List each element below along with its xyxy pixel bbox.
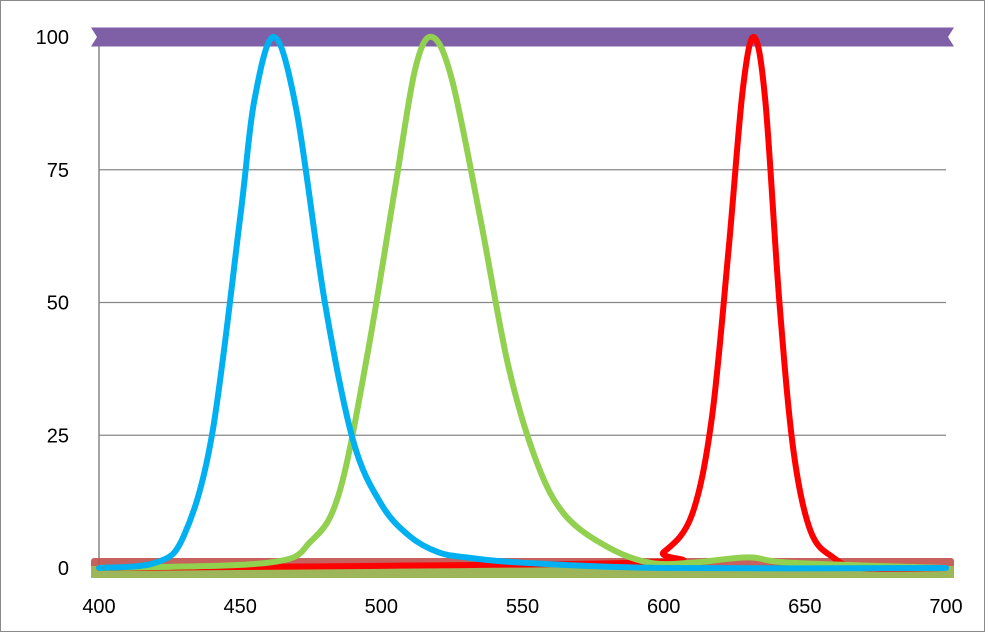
y-tick-label: 0 xyxy=(58,558,69,580)
x-tick-label: 550 xyxy=(506,596,539,618)
y-tick-label: 50 xyxy=(47,293,69,315)
x-tick-label: 700 xyxy=(929,596,962,618)
gridlines xyxy=(99,36,946,436)
x-tick-label: 650 xyxy=(788,596,821,618)
series-line-0 xyxy=(96,34,949,572)
x-tick-label: 600 xyxy=(647,596,680,618)
x-tick-label: 500 xyxy=(365,596,398,618)
series-lines xyxy=(96,33,949,572)
y-tick-label: 75 xyxy=(47,160,69,182)
y-tick-label: 100 xyxy=(36,27,69,49)
y-tick-label: 25 xyxy=(47,425,69,447)
series-line-1 xyxy=(96,33,949,571)
tick-labels: 0 25 50 75 100 400 450 500 550 600 650 700 xyxy=(36,27,963,618)
series-band-top xyxy=(91,27,954,47)
x-tick-label: 450 xyxy=(223,596,256,618)
x-tick-label: 400 xyxy=(82,596,115,618)
